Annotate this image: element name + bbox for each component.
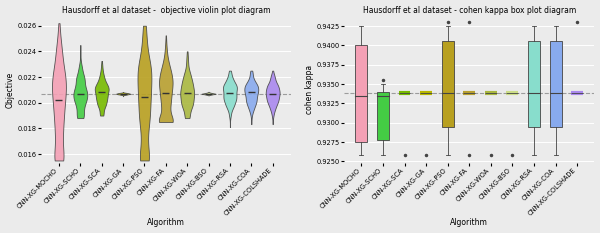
FancyBboxPatch shape <box>442 41 454 127</box>
Y-axis label: Objective: Objective <box>5 72 14 108</box>
FancyBboxPatch shape <box>528 41 540 127</box>
X-axis label: Algorithm: Algorithm <box>451 219 488 227</box>
Y-axis label: cohen kappa: cohen kappa <box>305 65 314 114</box>
FancyBboxPatch shape <box>550 41 562 127</box>
X-axis label: Algorithm: Algorithm <box>147 219 185 227</box>
Title: Hausdorff et al dataset -  objective violin plot diagram: Hausdorff et al dataset - objective viol… <box>62 6 270 14</box>
FancyBboxPatch shape <box>377 92 389 140</box>
Title: Hausdorff et al dataset - cohen kappa box plot diagram: Hausdorff et al dataset - cohen kappa bo… <box>362 6 576 14</box>
FancyBboxPatch shape <box>355 45 367 142</box>
